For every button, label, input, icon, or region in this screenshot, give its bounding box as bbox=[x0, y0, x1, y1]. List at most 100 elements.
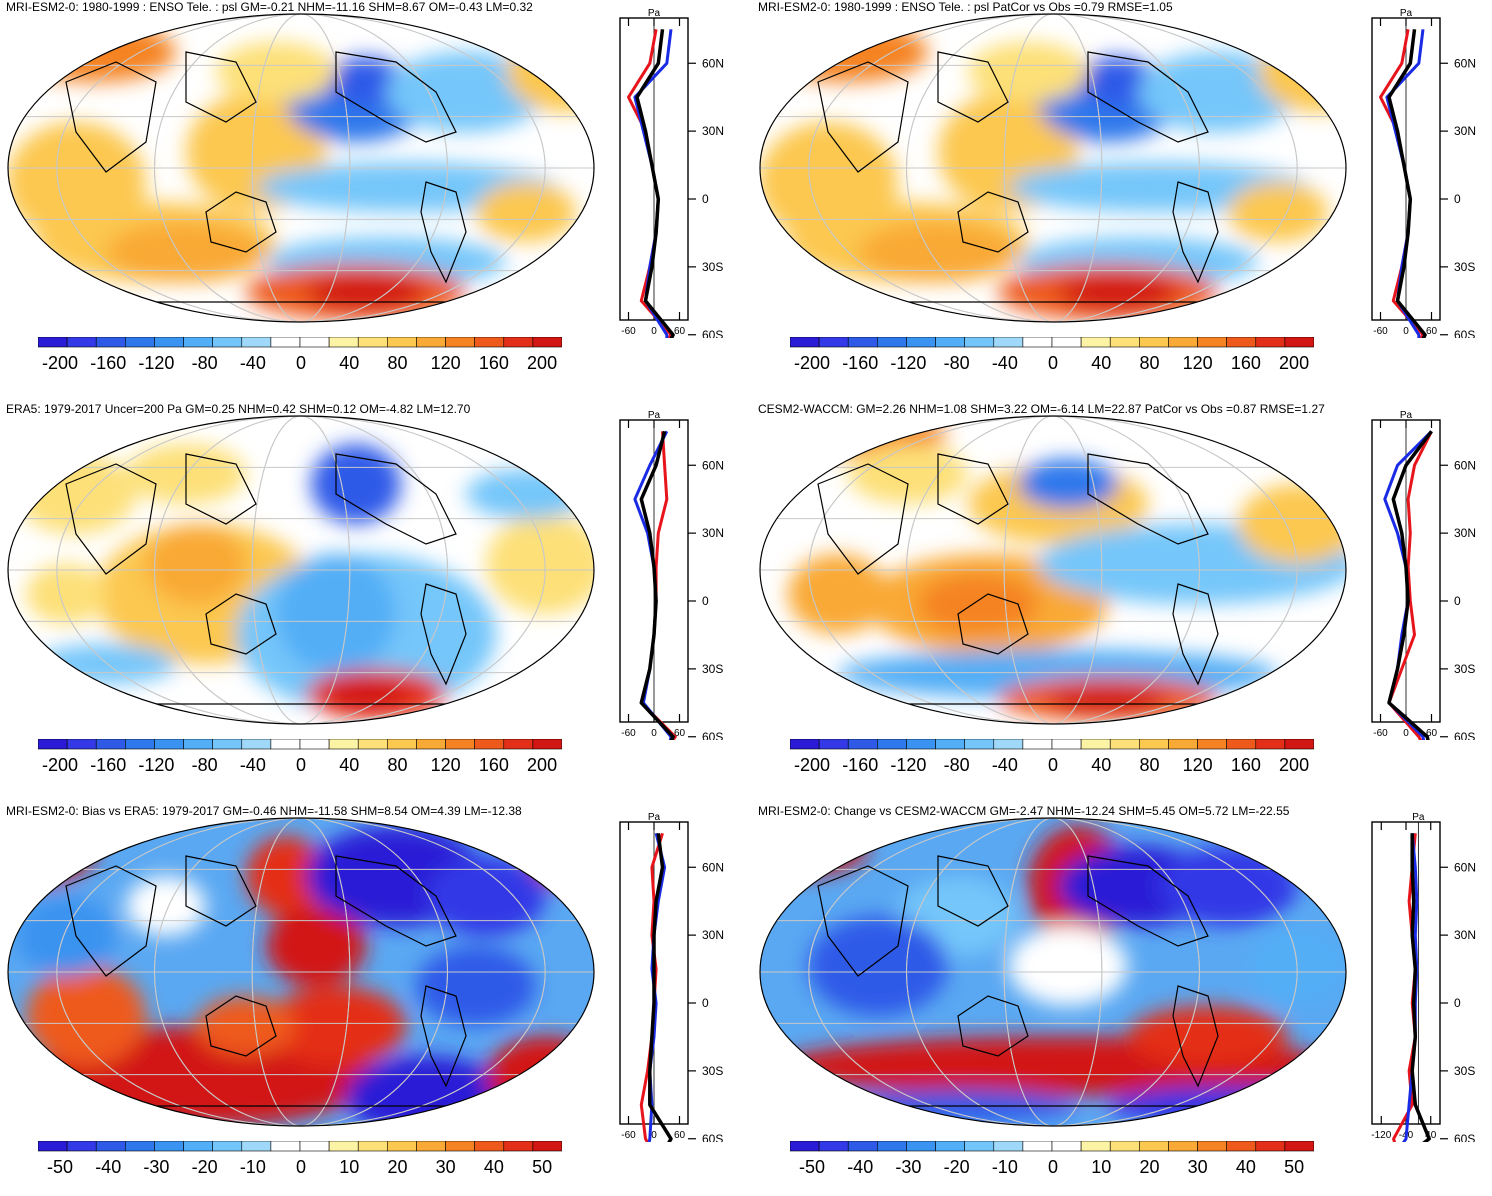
profile-svg: Pa 60N 30N 0 30S 60S -60 0 60 bbox=[619, 812, 724, 1142]
colorbar-swatch bbox=[270, 739, 301, 750]
panel-title: CESM2-WACCM: GM=2.26 NHM=1.08 SHM=3.22 O… bbox=[758, 402, 1325, 416]
lat-tick-label: 30S bbox=[702, 1064, 723, 1078]
colorbar-label: 160 bbox=[1231, 353, 1261, 373]
lat-tick-label: 0 bbox=[702, 192, 709, 206]
colorbar-label: 120 bbox=[1183, 755, 1213, 775]
colorbar-label: -200 bbox=[794, 353, 830, 373]
coastline bbox=[420, 181, 467, 284]
colorbar-swatch bbox=[1255, 739, 1286, 750]
profile-unit: Pa bbox=[648, 410, 661, 421]
field-anomaly bbox=[326, 57, 406, 107]
chart-panel: CESM2-WACCM: GM=2.26 NHM=1.08 SHM=3.22 O… bbox=[752, 402, 1492, 794]
colorbar-swatch bbox=[416, 1141, 446, 1152]
x-tick-label: 0 bbox=[651, 1130, 657, 1141]
colorbar-swatch bbox=[1284, 1141, 1314, 1152]
colorbar-swatch bbox=[1197, 1141, 1227, 1152]
field-anomaly bbox=[1158, 846, 1298, 926]
colorbar-swatch bbox=[387, 1141, 417, 1152]
colorbar-swatch bbox=[212, 337, 243, 348]
field-anomaly bbox=[216, 42, 336, 102]
profile-unit: Pa bbox=[1400, 8, 1413, 19]
field-anomaly bbox=[1058, 274, 1178, 310]
colorbar-swatch bbox=[328, 739, 359, 750]
colorbar-label: 0 bbox=[1048, 755, 1058, 775]
colorbar-svg: -50 -40 -30 -20 -10 0 10 20 30 40 50 bbox=[790, 1141, 1314, 1177]
profile-svg: Pa 60N 30N 0 30S 60S -60 0 60 bbox=[1371, 8, 1476, 338]
longitude-gridline bbox=[154, 416, 448, 724]
colorbar-swatch bbox=[790, 337, 820, 348]
map-border bbox=[7, 415, 595, 725]
field-anomaly bbox=[918, 574, 1038, 634]
coastline bbox=[817, 463, 909, 575]
field-anomaly bbox=[126, 876, 206, 936]
colorbar-label: -80 bbox=[192, 755, 218, 775]
coastline bbox=[65, 463, 157, 575]
field-anomaly bbox=[26, 564, 106, 624]
colorbar-swatch bbox=[445, 337, 475, 348]
colorbar-label: 200 bbox=[527, 755, 557, 775]
colorbar-swatch bbox=[1051, 1141, 1082, 1152]
colorbar-label: -120 bbox=[890, 353, 926, 373]
colorbar-label: -120 bbox=[890, 755, 926, 775]
colorbar-swatch bbox=[66, 1141, 97, 1152]
colorbar-swatch bbox=[38, 739, 68, 750]
x-tick-label: -60 bbox=[621, 326, 636, 337]
coastline bbox=[1087, 51, 1209, 143]
field-anomaly bbox=[36, 644, 176, 684]
longitude-gridline bbox=[808, 818, 1298, 1126]
colorbar-swatch bbox=[1226, 1141, 1257, 1152]
field-anomaly bbox=[26, 966, 146, 1066]
lat-tick-label: 60S bbox=[702, 328, 723, 338]
longitude-gridline bbox=[251, 416, 351, 724]
lat-tick-label: 30N bbox=[1454, 928, 1476, 942]
x-tick-label: 0 bbox=[1403, 326, 1409, 337]
colorbar-swatch bbox=[1022, 337, 1053, 348]
profile-line-all bbox=[648, 833, 673, 1142]
colorbar-swatch bbox=[183, 1141, 213, 1152]
field-anomaly bbox=[1228, 182, 1328, 242]
colorbar-swatch bbox=[125, 337, 155, 348]
field-anomaly bbox=[106, 222, 266, 282]
lat-tick-label: 60N bbox=[702, 458, 724, 472]
colorbar-swatch bbox=[328, 337, 359, 348]
lat-tick-label: 30N bbox=[702, 124, 724, 138]
colorbar-swatch bbox=[1197, 337, 1227, 348]
field-anomaly bbox=[16, 896, 116, 976]
colorbar-label: 10 bbox=[1091, 1157, 1111, 1177]
colorbar-swatch bbox=[1080, 337, 1111, 348]
colorbar-svg: -200 -160 -120 -80 -40 0 40 80 120 160 200 bbox=[38, 337, 562, 373]
coastline bbox=[957, 191, 1029, 253]
colorbar-label: 80 bbox=[1139, 755, 1159, 775]
colorbar-swatch bbox=[154, 739, 184, 750]
x-tick-label: 60 bbox=[1426, 326, 1438, 337]
colorbar-swatch bbox=[270, 1141, 301, 1152]
coastline bbox=[1087, 855, 1209, 947]
colorbar-swatch bbox=[270, 337, 301, 348]
x-tick-label: 0 bbox=[1403, 728, 1409, 739]
lat-tick-label: 60N bbox=[1454, 860, 1476, 874]
lat-tick-label: 30N bbox=[1454, 526, 1476, 540]
panel-title: MRI-ESM2-0: 1980-1999 : ENSO Tele. : psl… bbox=[758, 0, 1173, 14]
colorbar-label: -80 bbox=[944, 353, 970, 373]
panel-title: MRI-ESM2-0: Bias vs ERA5: 1979-2017 GM=-… bbox=[6, 804, 522, 818]
colorbar-swatch bbox=[299, 739, 330, 750]
longitude-gridline bbox=[251, 818, 351, 1126]
colorbar-swatch bbox=[95, 337, 126, 348]
coastline bbox=[185, 855, 257, 927]
field-anomaly bbox=[788, 554, 888, 634]
profile-line-model bbox=[1387, 430, 1433, 740]
colorbar-label: 0 bbox=[1048, 353, 1058, 373]
colorbar-swatch bbox=[1080, 1141, 1111, 1152]
colorbar-swatch bbox=[1022, 1141, 1053, 1152]
colorbar-swatch bbox=[818, 337, 849, 348]
profile-unit: Pa bbox=[1400, 410, 1413, 421]
coastline bbox=[335, 453, 457, 545]
chart-panel: MRI-ESM2-0: Bias vs ERA5: 1979-2017 GM=-… bbox=[0, 804, 746, 1196]
colorbar-label: -40 bbox=[95, 1157, 121, 1177]
colorbar-swatch bbox=[847, 739, 878, 750]
field-anomaly bbox=[476, 182, 576, 242]
colorbar-swatch bbox=[154, 337, 184, 348]
longitude-gridline bbox=[154, 818, 448, 1126]
lat-tick-label: 0 bbox=[702, 594, 709, 608]
x-tick-label: 60 bbox=[674, 1130, 686, 1141]
